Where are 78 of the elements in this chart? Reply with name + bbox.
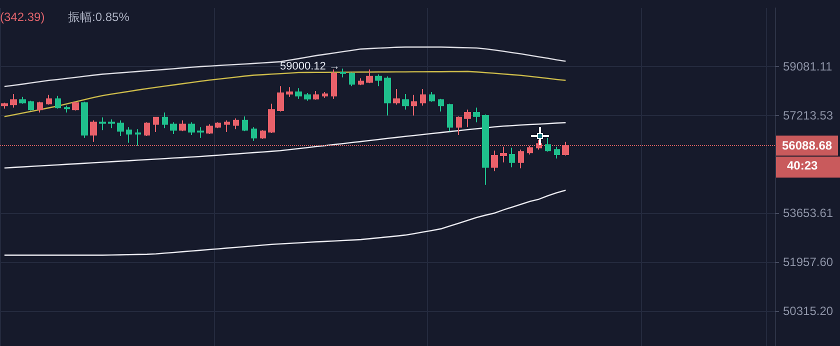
candlestick bbox=[72, 101, 79, 112]
candlestick bbox=[375, 74, 382, 87]
candlestick bbox=[233, 118, 239, 130]
candlestick bbox=[340, 68, 346, 78]
y-tick-label: 51957.60 bbox=[783, 255, 834, 270]
candlestick bbox=[144, 122, 150, 136]
candlestick bbox=[260, 130, 266, 140]
candlestick bbox=[251, 126, 257, 142]
candlestick bbox=[562, 141, 569, 156]
candlestick bbox=[313, 90, 319, 100]
candlestick bbox=[545, 137, 551, 152]
candlestick bbox=[81, 101, 88, 138]
candlestick bbox=[438, 98, 444, 112]
candlestick bbox=[64, 105, 70, 114]
candlestick bbox=[277, 86, 284, 112]
ref-line-label: 56088.68 bbox=[782, 138, 832, 153]
annotation: (342.39) bbox=[0, 10, 45, 24]
y-tick-label: 59081.11 bbox=[783, 60, 832, 74]
candlestick bbox=[295, 88, 302, 100]
candlestick bbox=[366, 69, 373, 84]
candlestick bbox=[554, 146, 560, 159]
y-tick-label: 50315.20 bbox=[783, 304, 834, 318]
candlestick bbox=[10, 93, 17, 108]
y-tick-label: 57213.53 bbox=[783, 108, 834, 122]
candlestick bbox=[197, 126, 204, 138]
candlestick bbox=[108, 118, 115, 129]
candlestick bbox=[215, 122, 221, 129]
candlestick bbox=[1, 102, 8, 110]
text: 40:23 bbox=[787, 158, 818, 173]
candlestick bbox=[331, 69, 337, 100]
candlestick bbox=[402, 93, 409, 110]
candlestick bbox=[349, 72, 355, 87]
candlestick bbox=[55, 95, 61, 110]
candlestick bbox=[527, 145, 533, 156]
y-tick-label: 53653.61 bbox=[783, 206, 834, 220]
candlestick bbox=[19, 96, 26, 104]
candlestick bbox=[536, 139, 542, 150]
annotation: 振幅:0.85% bbox=[68, 10, 130, 24]
candlestick bbox=[518, 149, 524, 169]
candlestick bbox=[411, 94, 417, 116]
candlestick bbox=[358, 78, 364, 86]
candlestick bbox=[135, 128, 141, 146]
candlestick bbox=[242, 116, 248, 132]
candlestick bbox=[473, 107, 480, 123]
candlestick bbox=[37, 101, 43, 114]
candlestick bbox=[286, 86, 293, 98]
candlestick bbox=[429, 91, 435, 102]
candlestick bbox=[117, 120, 124, 136]
candlestick bbox=[491, 150, 498, 172]
line-series bbox=[4, 46, 566, 88]
candlestick bbox=[188, 122, 195, 136]
candlestick bbox=[162, 112, 168, 129]
candlestick bbox=[153, 116, 159, 133]
candlestick bbox=[268, 103, 275, 134]
candlestick bbox=[384, 76, 391, 116]
annotation: 59000.12 → bbox=[280, 60, 340, 73]
candlestick bbox=[28, 100, 34, 112]
candlestick bbox=[126, 126, 132, 144]
line-series bbox=[4, 70, 566, 118]
candlestick bbox=[509, 147, 515, 168]
candlestick bbox=[456, 116, 462, 136]
candlestick bbox=[322, 91, 328, 98]
line-series bbox=[4, 122, 566, 169]
candlestick bbox=[464, 109, 471, 128]
candlestick bbox=[170, 122, 177, 135]
candlestick bbox=[46, 94, 52, 106]
candlestick bbox=[206, 124, 213, 135]
candlestick bbox=[420, 88, 426, 106]
candlestick bbox=[482, 114, 489, 186]
candlestick bbox=[393, 88, 400, 106]
line-series bbox=[4, 190, 566, 256]
candlestick bbox=[224, 120, 230, 133]
candlestick bbox=[500, 146, 507, 163]
candlestick bbox=[304, 92, 311, 102]
candlestick bbox=[447, 103, 453, 132]
candlestick bbox=[179, 120, 186, 132]
candlestick bbox=[90, 120, 97, 142]
candlestick bbox=[99, 116, 106, 131]
